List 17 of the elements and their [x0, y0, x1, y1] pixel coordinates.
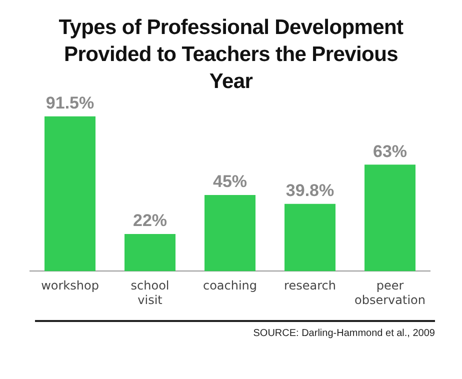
chart-title: Types of Professional Development Provided to Teachers the Previous Year	[58, 15, 404, 95]
data-label: 45%	[212, 172, 248, 192]
bar	[44, 116, 96, 272]
x-tick-label: school visit	[130, 278, 170, 307]
x-tick-label: workshop	[41, 278, 99, 293]
bar	[204, 195, 256, 272]
x-tick-label: research	[284, 278, 336, 293]
bar	[364, 164, 416, 272]
bar	[284, 204, 336, 272]
x-tick-label: peer observation	[354, 278, 426, 307]
bar	[124, 234, 176, 272]
source-note: SOURCE: Darling-Hammond et al., 2009	[35, 320, 435, 339]
data-label: 63%	[372, 142, 408, 161]
x-tick-label: coaching	[202, 278, 258, 293]
data-label: 22%	[132, 211, 168, 230]
data-label: 91.5%	[46, 94, 94, 113]
data-label: 39.8%	[286, 181, 334, 200]
